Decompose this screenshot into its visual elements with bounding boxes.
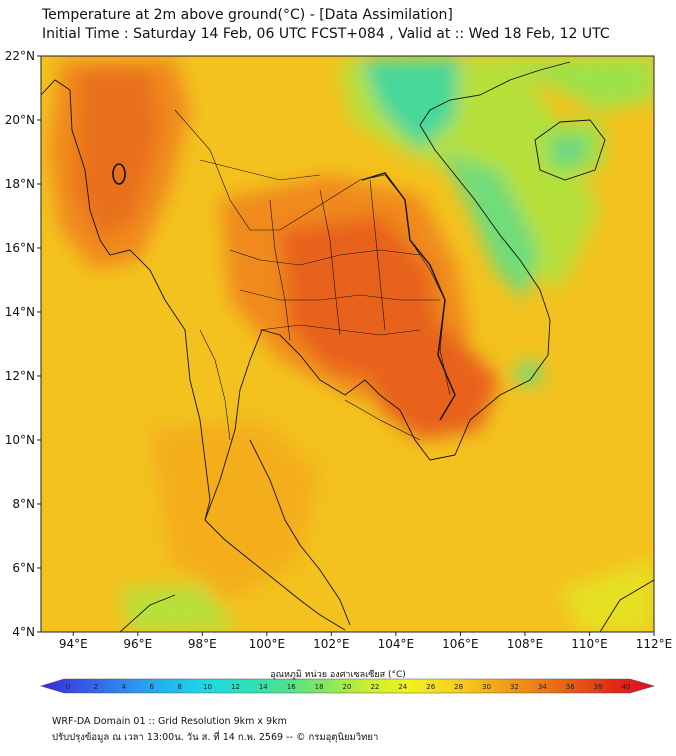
cool-region-annamite (360, 58, 460, 150)
border-10 (344, 399, 421, 441)
map-subtitle: Initial Time : Saturday 14 Feb, 06 UTC F… (42, 26, 610, 42)
temperature-field (41, 56, 654, 632)
colorbar-tick-label: 6 (149, 683, 154, 691)
border-9 (199, 329, 231, 441)
coast-hainan (534, 119, 606, 181)
warm-region-south (150, 420, 320, 600)
lon-tick-label: 112°E (636, 637, 673, 651)
lat-tick-label: 4°N (12, 625, 35, 639)
longitude-axis: 94°E 96°E 98°E 100°E 102°E 104°E 106°E 108°E 110… (59, 632, 672, 651)
border-8 (199, 159, 321, 181)
coast-thailand-gulf (204, 329, 456, 521)
border-3 (239, 289, 440, 301)
lon-tick-label: 108°E (507, 637, 544, 651)
lon-tick-label: 96°E (123, 637, 152, 651)
lat-tick-label: 6°N (12, 561, 35, 575)
border-2 (229, 249, 421, 266)
colorbar-tick-label: 18 (315, 683, 324, 691)
colorbar-tick-label: 2 (94, 683, 98, 691)
lat-tick-label: 8°N (12, 497, 35, 511)
lon-tick-label: 94°E (59, 637, 88, 651)
cool-region-sea (500, 56, 654, 110)
colorbar-tick-label: 36 (566, 683, 575, 691)
lat-tick-label: 18°N (5, 177, 35, 191)
colorbar-ticks: 0 2 4 6 8 10 12 14 16 18 20 22 24 26 28 30 32 34 36 38 40 (66, 683, 631, 691)
colorbar-tick-label: 14 (259, 683, 268, 691)
cool-region-hainan-core (550, 138, 585, 165)
colorbar-tick-label: 40 (622, 683, 631, 691)
cool-region-sumatra (120, 585, 240, 632)
colorbar-tick-label: 10 (203, 683, 212, 691)
cool-region-borneo (560, 560, 654, 632)
lon-tick-label: 98°E (188, 637, 217, 651)
colorbar: 0 2 4 6 8 10 12 14 16 18 20 22 24 26 28 30 32 34 36 38 40 (39, 678, 656, 694)
colorbar-tick-label: 20 (343, 683, 352, 691)
lat-tick-label: 10°N (5, 433, 35, 447)
colorbar-tick-label: 34 (538, 683, 547, 691)
footer-update-info: ปรับปรุงข้อมูล ณ เวลา 13:00น. วัน ส. ที่… (52, 732, 379, 743)
hot-region-cambodia (350, 320, 500, 440)
colorbar-tick-label: 16 (287, 683, 296, 691)
colorbar-tick-label: 8 (177, 683, 181, 691)
lon-tick-label: 110°E (571, 637, 608, 651)
plot-frame (40, 55, 655, 633)
coastlines (41, 61, 654, 632)
cool-spot-vietnam (515, 360, 540, 385)
lat-tick-label: 12°N (5, 369, 35, 383)
laos-cambodia-border (361, 172, 456, 421)
footer-model-info: WRF-DA Domain 01 :: Grid Resolution 9km … (52, 716, 287, 727)
colorbar-tick-label: 38 (594, 683, 603, 691)
colorbar-tick-label: 26 (426, 683, 435, 691)
colorbar-tick-label: 28 (454, 683, 463, 691)
coast-malaysia-east (249, 439, 351, 626)
border-5 (269, 199, 291, 341)
map-title: Temperature at 2m above ground(°C) - [Da… (42, 7, 453, 23)
coast-borneo (599, 579, 654, 632)
colorbar-label: อุณหภูมิ หน่วย องศาเซลเซียส (°C) (270, 670, 406, 680)
border-6 (319, 189, 341, 336)
coast-malaysia (204, 519, 346, 631)
border-4 (259, 324, 421, 336)
lon-tick-label: 106°E (442, 637, 479, 651)
coast-vietnam (419, 61, 571, 456)
lat-tick-label: 16°N (5, 241, 35, 255)
colorbar-tick-label: 4 (122, 683, 127, 691)
lon-tick-label: 104°E (378, 637, 415, 651)
lat-tick-label: 14°N (5, 305, 35, 319)
lat-tick-label: 20°N (5, 113, 35, 127)
latitude-axis: 22°N 20°N 18°N 16°N 14°N 12°N 10°N 8°N 6°N 4°N (5, 49, 41, 639)
colorbar-tick-label: 24 (398, 683, 407, 691)
coast-myanmar-west (41, 79, 211, 521)
colorbar-tick-label: 30 (482, 683, 491, 691)
lon-tick-label: 100°E (249, 637, 286, 651)
border-7 (369, 179, 386, 331)
colorbar-tick-label: 12 (231, 683, 240, 691)
lat-tick-label: 22°N (5, 49, 35, 63)
colorbar-tick-label: 0 (66, 683, 70, 691)
lon-tick-label: 102°E (313, 637, 350, 651)
temperature-contour-40 (112, 163, 126, 185)
colorbar-tick-label: 32 (510, 683, 519, 691)
coast-sumatra (119, 594, 176, 632)
hot-region-myanmar-core (75, 70, 160, 240)
colorbar-gradient (39, 678, 656, 694)
colorbar-tick-label: 22 (370, 683, 379, 691)
